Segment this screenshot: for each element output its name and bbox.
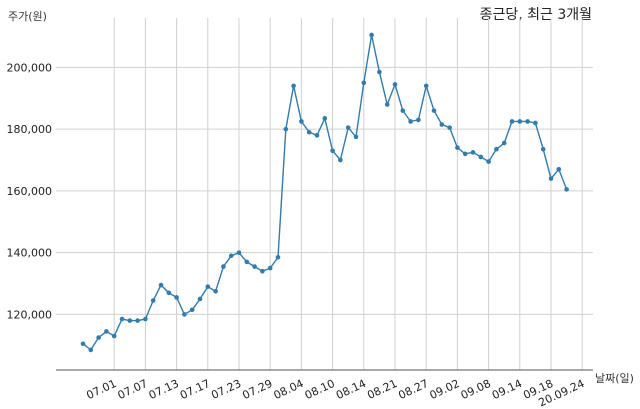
price-point xyxy=(283,126,289,132)
price-point xyxy=(174,295,179,300)
y-tick-label: 180,000 xyxy=(7,123,53,136)
x-tick-label: 07.01 xyxy=(84,377,118,402)
x-tick-label: 08.27 xyxy=(396,377,430,402)
x-tick-label: 07.23 xyxy=(209,377,243,402)
grid-lines xyxy=(56,18,593,370)
price-point xyxy=(267,265,273,271)
price-point xyxy=(455,145,460,150)
price-point xyxy=(556,166,562,172)
price-point xyxy=(345,125,351,130)
price-point xyxy=(314,133,320,138)
price-point xyxy=(111,333,117,339)
price-point xyxy=(408,119,413,124)
price-point xyxy=(486,159,491,164)
price-point xyxy=(478,154,484,160)
price-point xyxy=(166,290,172,296)
price-point xyxy=(182,312,187,317)
price-point xyxy=(439,122,445,127)
price-point xyxy=(423,83,429,89)
price-point xyxy=(501,140,507,146)
price-point xyxy=(143,316,148,322)
price-point xyxy=(564,187,569,192)
price-point xyxy=(299,119,304,124)
price-point xyxy=(369,32,374,38)
x-tick-label: 09.02 xyxy=(428,377,462,402)
price-point xyxy=(236,250,242,255)
price-point xyxy=(260,268,265,274)
price-point xyxy=(244,259,250,265)
price-point xyxy=(205,284,211,289)
y-tick-label: 120,000 xyxy=(7,308,53,321)
price-point xyxy=(88,347,94,353)
x-tick-label: 08.10 xyxy=(303,377,337,402)
x-tick-label: 07.17 xyxy=(178,377,212,402)
price-point xyxy=(135,318,140,323)
price-point xyxy=(221,264,226,269)
price-point xyxy=(540,146,546,152)
x-axis-title: 날짜(일) xyxy=(595,372,634,385)
price-point xyxy=(96,335,101,340)
price-point xyxy=(252,264,257,269)
y-axis-ticks: 120,000 140,000 160,000 180,000 200,000 xyxy=(7,61,53,321)
price-point xyxy=(548,176,554,181)
price-point xyxy=(322,116,328,121)
chart-title: 종근당, 최근 3개월 xyxy=(479,7,592,23)
price-point xyxy=(80,341,86,347)
price-line xyxy=(82,34,568,351)
price-point xyxy=(330,148,335,154)
price-point xyxy=(338,157,343,163)
price-point xyxy=(291,83,296,89)
price-point xyxy=(400,108,406,113)
y-tick-label: 160,000 xyxy=(7,185,53,198)
price-point xyxy=(377,69,382,75)
price-point xyxy=(189,307,195,313)
price-point xyxy=(150,298,156,303)
x-tick-label: 09.08 xyxy=(459,377,493,402)
price-point xyxy=(104,329,109,334)
price-point xyxy=(306,129,312,135)
price-point xyxy=(228,253,234,259)
price-point xyxy=(353,134,359,140)
price-point xyxy=(447,125,452,130)
x-tick-label: 08.21 xyxy=(365,377,399,402)
price-point xyxy=(533,120,538,126)
price-point xyxy=(431,108,437,113)
price-point xyxy=(462,151,468,157)
x-tick-label: 08.04 xyxy=(272,377,306,402)
x-tick-label: 09.14 xyxy=(490,377,524,402)
x-tick-label: 07.07 xyxy=(116,377,150,402)
price-point xyxy=(197,296,203,302)
x-tick-label: 07.29 xyxy=(240,377,274,402)
x-tick-label: 08.14 xyxy=(334,377,368,402)
price-point xyxy=(470,150,476,155)
price-point xyxy=(392,82,398,87)
price-point xyxy=(525,119,530,124)
price-point xyxy=(158,282,164,288)
price-point xyxy=(384,102,390,107)
price-point xyxy=(213,288,218,294)
y-axis-title: 주가(원) xyxy=(8,10,47,23)
price-point xyxy=(275,254,281,260)
x-tick-label: 07.13 xyxy=(147,377,181,402)
price-point xyxy=(509,119,515,124)
y-tick-label: 200,000 xyxy=(7,61,53,74)
price-point xyxy=(416,117,421,123)
series-group xyxy=(80,32,569,353)
price-point xyxy=(517,119,523,124)
price-point xyxy=(119,316,125,322)
x-axis-ticks: 07.0107.0707.1307.1707.2307.2908.0408.10… xyxy=(84,377,586,409)
y-tick-label: 140,000 xyxy=(7,247,53,260)
price-point xyxy=(361,80,367,86)
price-point xyxy=(127,318,133,323)
price-point xyxy=(494,146,499,152)
